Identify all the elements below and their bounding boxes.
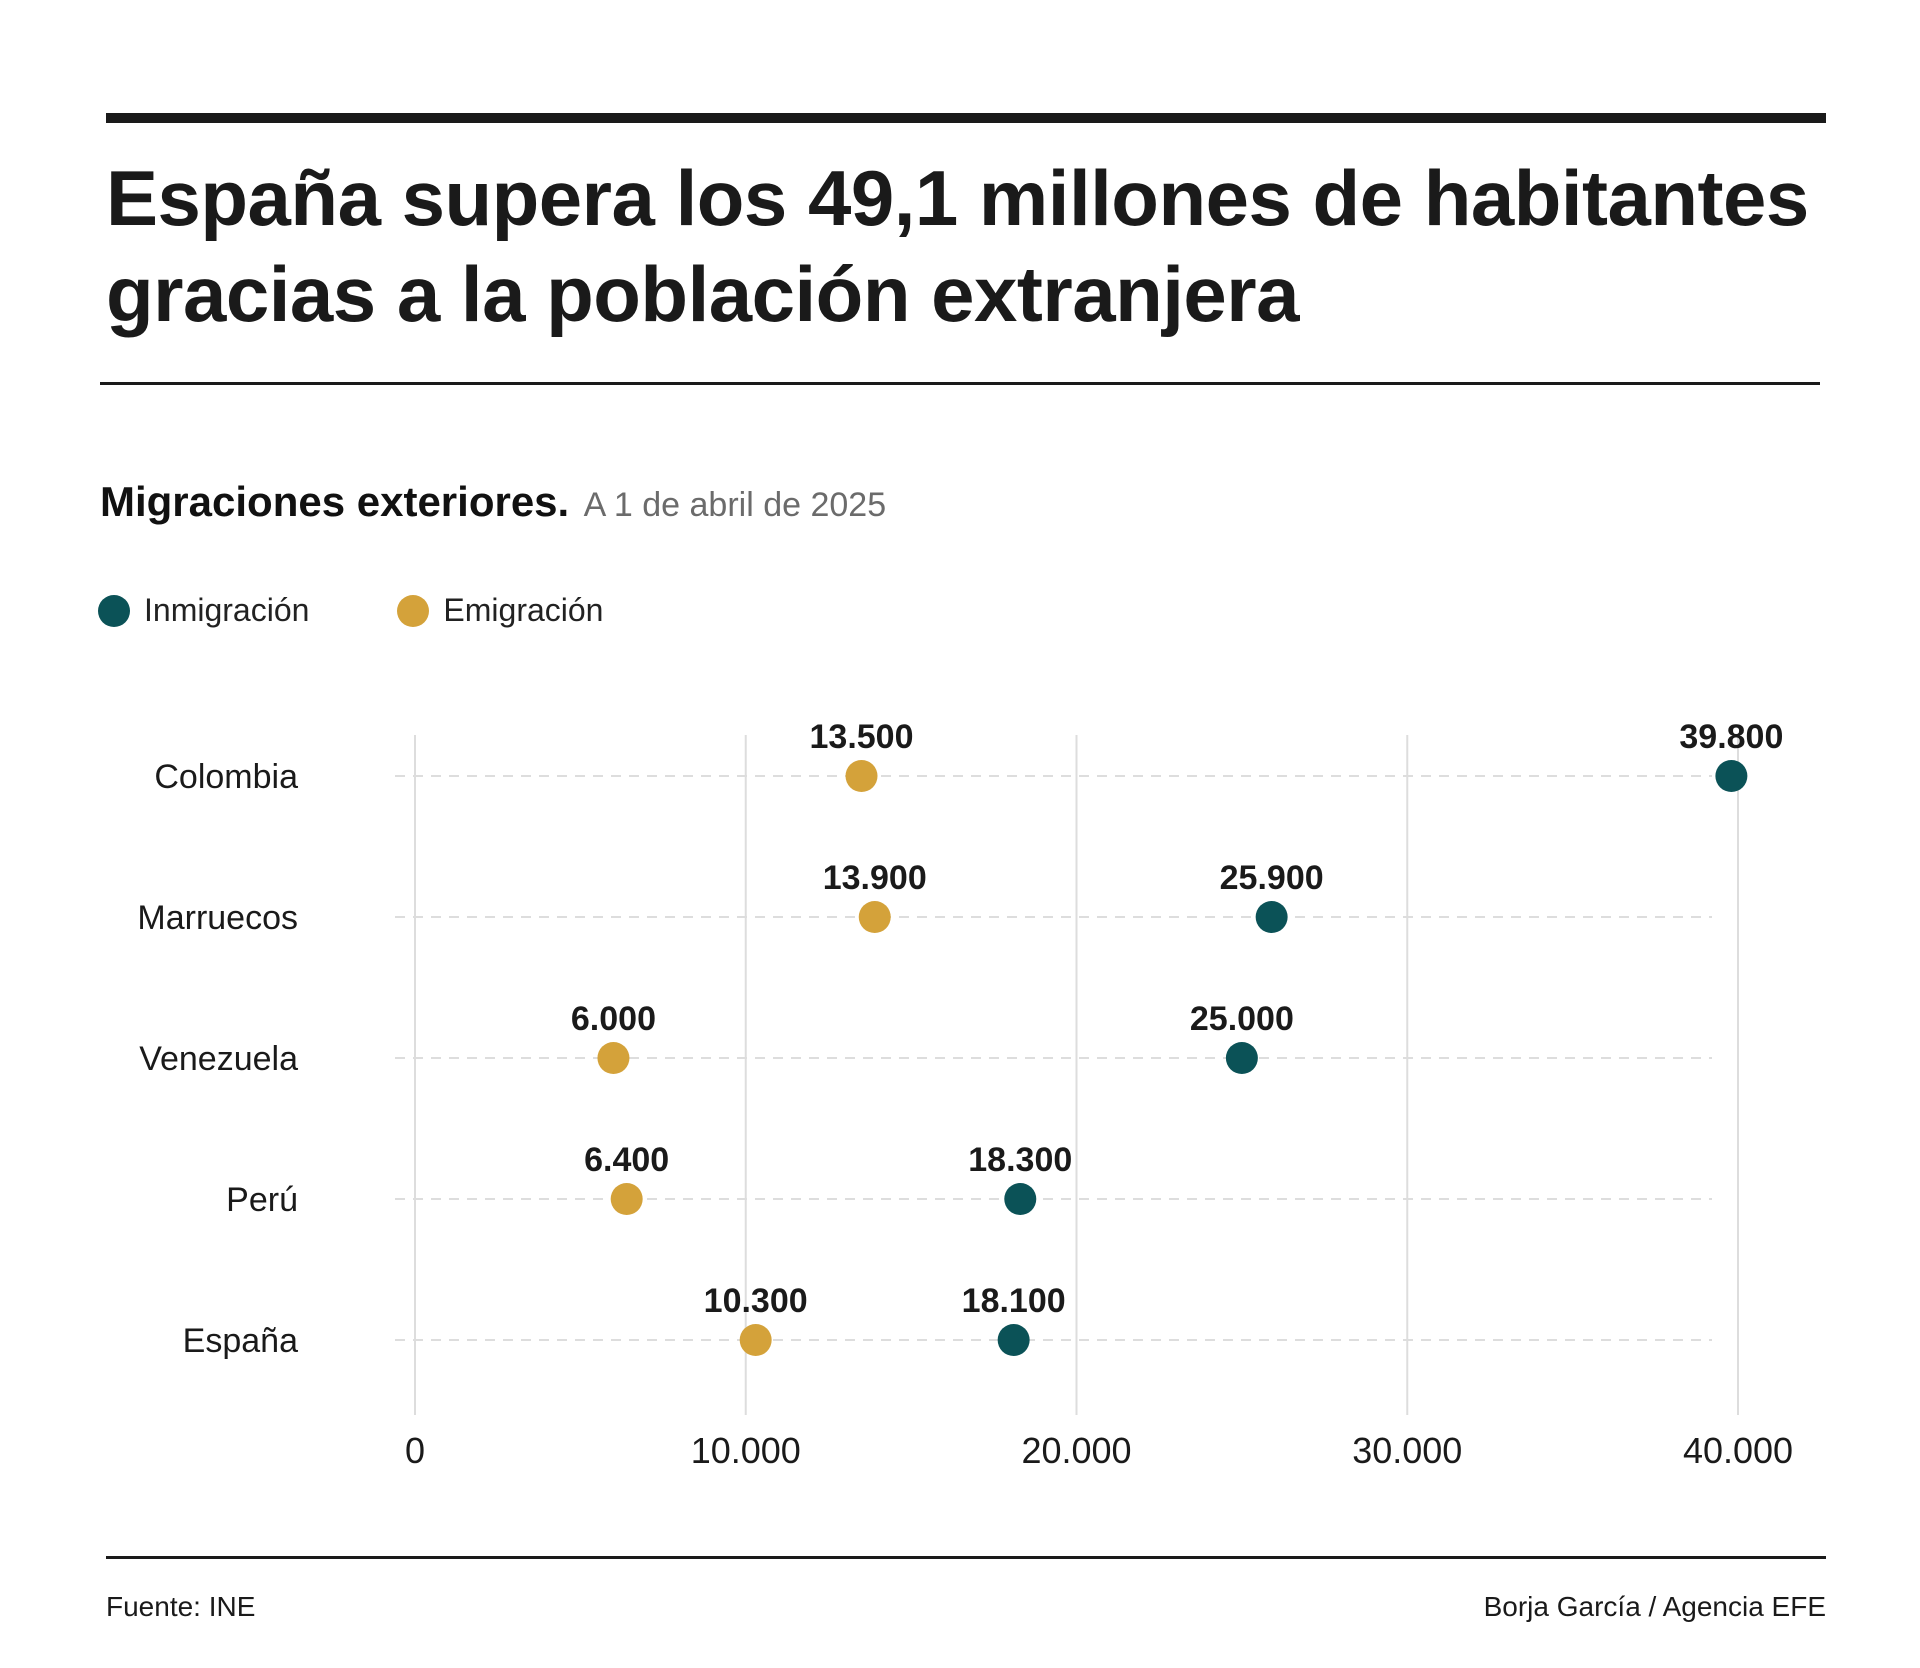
inmigracion-value-label: 18.300 [968,1141,1072,1179]
x-tick-label: 0 [405,1430,425,1471]
emigracion-dot [845,760,878,792]
category-label: Venezuela [139,1040,298,1078]
emigracion-value-label: 6.000 [571,1000,656,1038]
inmigracion-dot [1715,760,1748,792]
title-line-1: España supera los 49,1 millones de habit… [106,154,1809,242]
legend-label-emigracion: Emigración [443,592,604,628]
chart-subtitle: Migraciones exteriores. A 1 de abril de … [100,478,886,526]
category-label: Perú [226,1181,298,1219]
x-tick-label: 20.000 [1021,1430,1131,1471]
inmigracion-dot [1225,1042,1258,1074]
teal-dot-icon [98,594,130,627]
emigracion-value-label: 13.500 [810,718,914,756]
footer-rule [106,1556,1826,1559]
x-tick-label: 30.000 [1352,1430,1462,1471]
inmigracion-value-label: 25.900 [1220,859,1324,897]
title-divider [100,382,1820,385]
category-label: Colombia [154,758,298,796]
legend-label-inmigracion: Inmigración [144,592,310,628]
source-note: Fuente: INE [106,1591,256,1622]
legend-item-emigracion: Emigración [397,592,603,629]
inmigracion-value-label: 39.800 [1679,718,1783,756]
credit-note: Borja García / Agencia EFE [1483,1591,1826,1622]
emigracion-value-label: 13.900 [823,859,927,897]
emigracion-dot [610,1183,643,1215]
inmigracion-dot [1255,901,1288,933]
category-label: España [183,1322,298,1360]
title-line-2: gracias a la población extranjera [106,250,1300,338]
top-rule [106,113,1826,123]
inmigracion-dot [1004,1183,1037,1215]
category-label: Marruecos [137,899,298,937]
x-tick-label: 10.000 [691,1430,801,1471]
emigracion-dot [858,901,891,933]
emigracion-value-label: 6.400 [584,1141,669,1179]
x-tick-label: 40.000 [1683,1430,1793,1471]
gold-dot-icon [397,594,430,627]
emigracion-dot [597,1042,630,1074]
legend: Inmigración Emigración [98,592,691,629]
chart-title: España supera los 49,1 millones de habit… [106,150,1846,342]
emigracion-dot [739,1324,772,1356]
emigracion-value-label: 10.300 [704,1282,808,1320]
inmigracion-value-label: 18.100 [962,1282,1066,1320]
inmigracion-dot [997,1324,1030,1356]
legend-item-inmigracion: Inmigración [98,592,309,629]
subtitle-main: Migraciones exteriores. [100,478,570,525]
inmigracion-value-label: 25.000 [1190,1000,1294,1038]
subtitle-date: A 1 de abril de 2025 [583,486,887,524]
